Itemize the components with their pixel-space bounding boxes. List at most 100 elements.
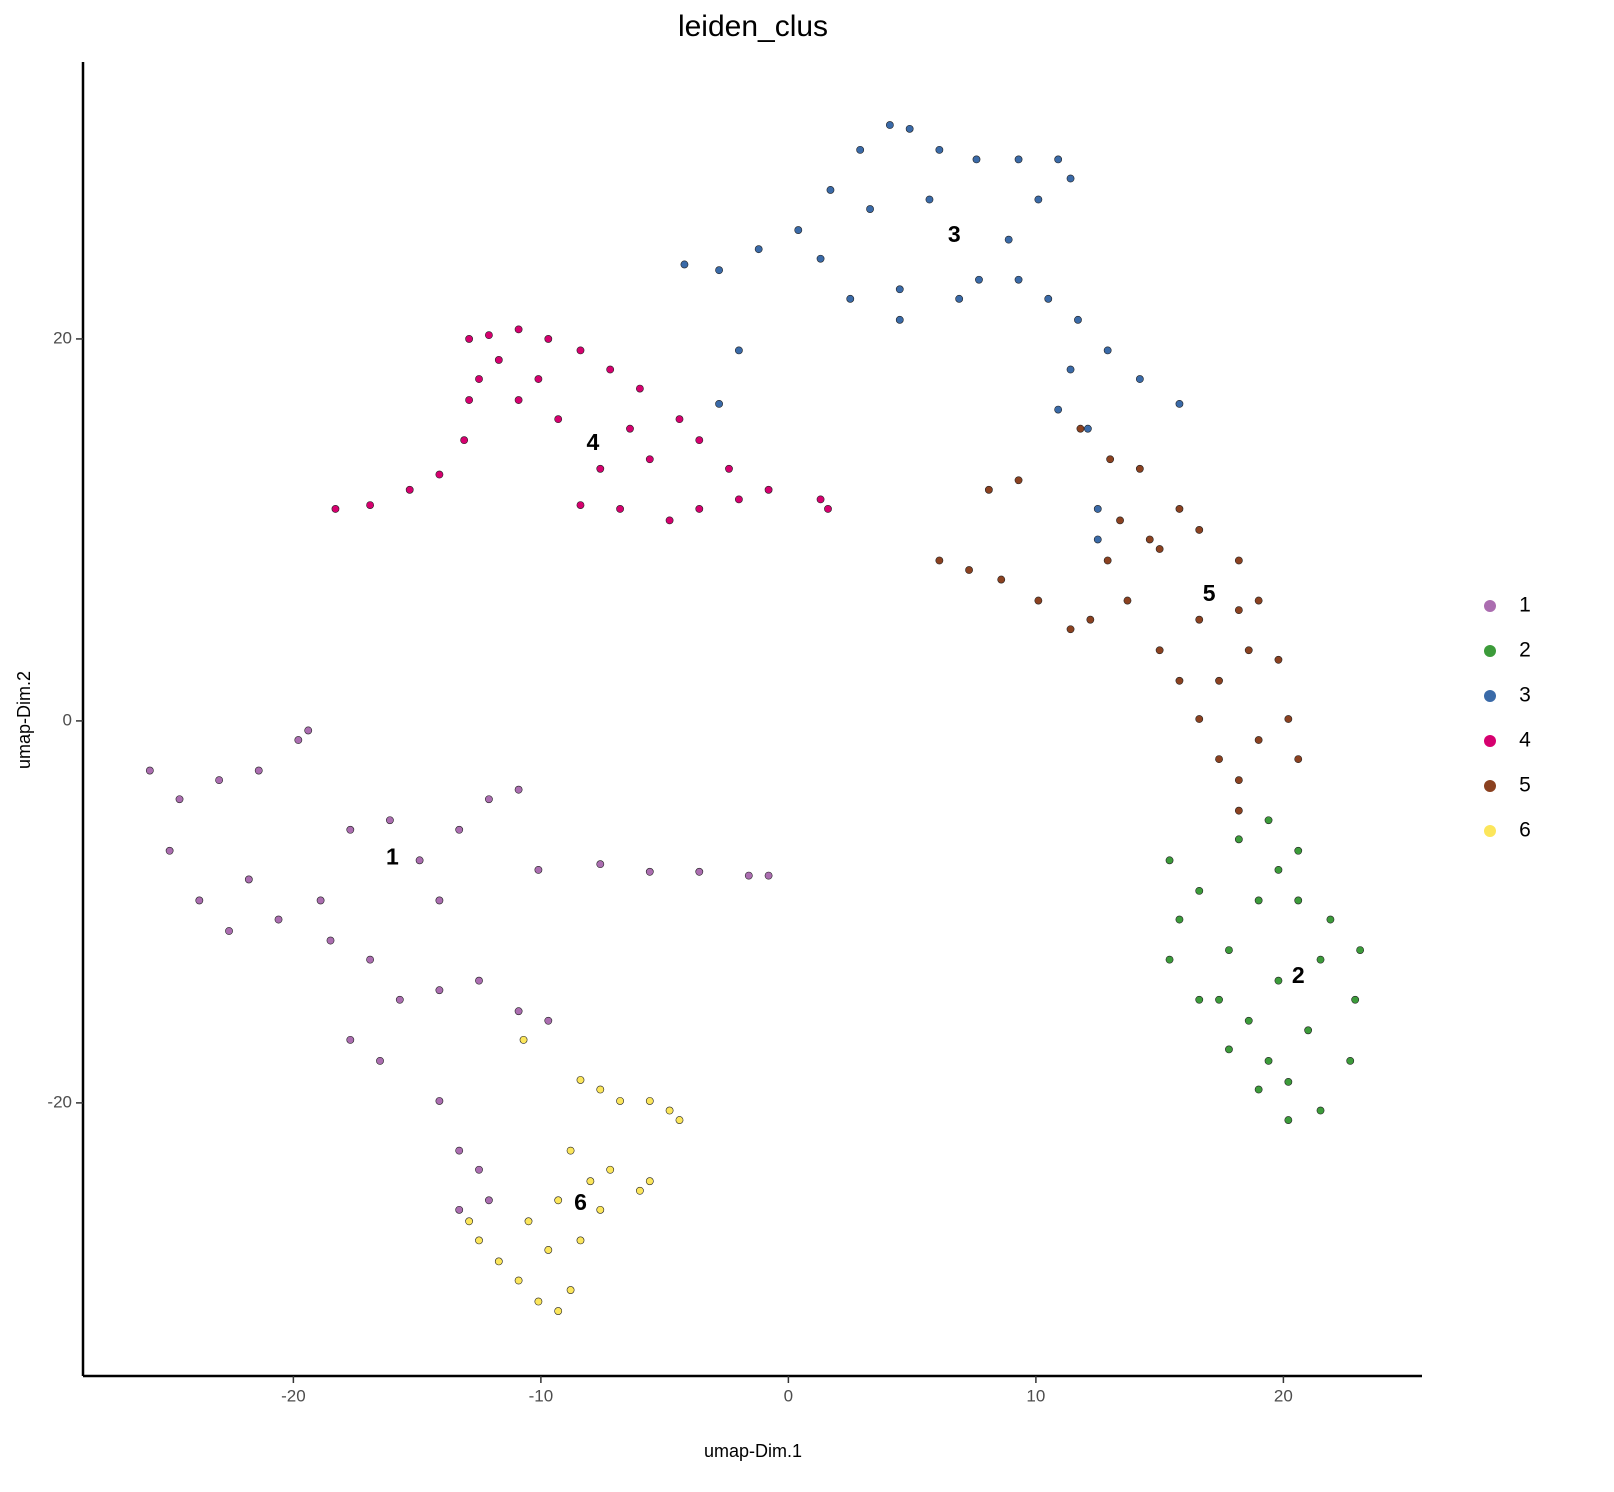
point: [534, 1297, 543, 1306]
point: [1284, 1077, 1293, 1086]
point: [534, 375, 543, 383]
y-tick-label: 20: [53, 328, 72, 347]
point: [1103, 556, 1112, 565]
point: [965, 566, 973, 574]
cluster-label: 3: [948, 221, 961, 247]
point: [1014, 476, 1023, 485]
point: [1106, 455, 1115, 464]
point: [734, 346, 743, 355]
point: [485, 1196, 493, 1205]
point: [715, 266, 723, 275]
point: [534, 865, 543, 874]
legend-label: 3: [1519, 684, 1531, 707]
point: [1195, 995, 1204, 1004]
cluster-label: 5: [1203, 580, 1216, 606]
point: [1284, 1116, 1293, 1124]
point: [1086, 615, 1095, 624]
point: [905, 124, 914, 133]
point: [485, 331, 493, 340]
point: [395, 995, 404, 1004]
legend-marker: [1484, 690, 1496, 702]
cluster-label: 1: [386, 843, 399, 869]
point: [695, 505, 704, 513]
point: [616, 1097, 624, 1105]
point: [665, 516, 674, 525]
point: [1244, 1016, 1253, 1025]
legend-label: 6: [1519, 819, 1531, 842]
point: [1054, 405, 1063, 414]
legend-marker: [1484, 645, 1496, 657]
legend-label: 5: [1519, 774, 1531, 797]
x-tick-label: 10: [1026, 1386, 1045, 1405]
point: [1234, 556, 1243, 565]
point: [465, 396, 474, 404]
point: [1274, 976, 1283, 985]
cluster-points: [465, 1035, 684, 1315]
point: [455, 1205, 464, 1214]
point: [665, 1106, 674, 1115]
point: [455, 1146, 464, 1155]
point: [435, 1097, 444, 1105]
point: [734, 495, 743, 504]
point: [606, 1165, 615, 1174]
point: [1254, 596, 1263, 605]
point: [1274, 865, 1283, 874]
point: [1294, 846, 1303, 855]
point: [576, 501, 585, 509]
point: [955, 294, 964, 303]
point: [1165, 955, 1174, 964]
point: [616, 505, 624, 513]
point: [465, 335, 474, 343]
point: [754, 245, 763, 254]
point: [675, 415, 684, 424]
point: [475, 1236, 483, 1245]
point: [514, 325, 523, 334]
point: [544, 1016, 553, 1025]
point: [1254, 896, 1263, 905]
legend-marker: [1484, 735, 1496, 747]
point: [975, 275, 983, 284]
point: [695, 436, 704, 445]
point: [1135, 375, 1144, 383]
cluster-points: [331, 325, 832, 525]
point: [1034, 195, 1043, 204]
point: [1225, 946, 1233, 954]
cluster-points: [680, 121, 1184, 544]
point: [1264, 816, 1273, 825]
point: [1234, 606, 1243, 615]
point: [606, 365, 615, 374]
point: [346, 825, 355, 834]
x-tick-label: -10: [529, 1386, 554, 1405]
point: [596, 1085, 605, 1094]
point: [1034, 596, 1043, 605]
point: [145, 766, 154, 775]
point: [576, 1076, 585, 1084]
legend-label: 2: [1519, 639, 1531, 662]
point: [554, 1307, 563, 1315]
point: [596, 860, 605, 869]
point: [514, 1007, 523, 1016]
point: [1326, 915, 1335, 924]
point: [514, 1276, 523, 1285]
point: [165, 846, 174, 855]
point: [1145, 535, 1154, 544]
point: [524, 1217, 533, 1226]
point: [680, 260, 689, 269]
point: [435, 896, 444, 905]
point: [1044, 294, 1053, 303]
point: [1294, 755, 1303, 764]
point: [1316, 955, 1325, 964]
point: [586, 1177, 595, 1186]
point: [455, 825, 464, 834]
point: [645, 455, 654, 464]
cluster-points: [1165, 816, 1365, 1124]
point: [215, 776, 224, 785]
legend-marker: [1484, 780, 1496, 792]
point: [1083, 424, 1092, 433]
point: [1351, 995, 1360, 1004]
point: [1014, 155, 1023, 164]
point: [1155, 646, 1164, 655]
point: [824, 505, 832, 513]
point: [175, 795, 184, 804]
point: [1066, 625, 1075, 634]
